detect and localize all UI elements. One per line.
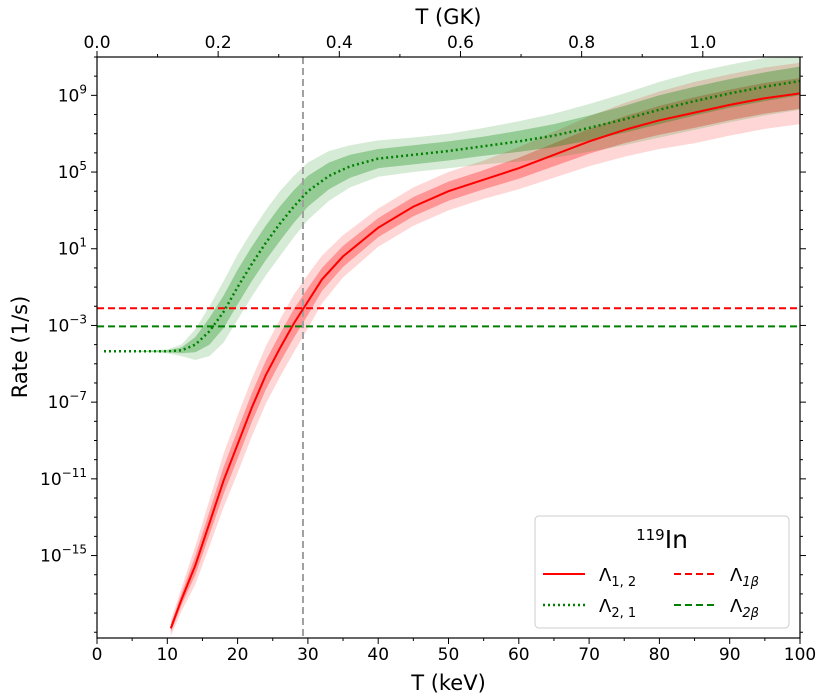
uncertainty-bands [104, 57, 801, 637]
red-outer-band [170, 62, 801, 637]
legend-label-lam1b: Λ1β [730, 565, 759, 590]
x2-tick-label: 0.4 [326, 33, 353, 53]
x-tick-label: 60 [508, 645, 530, 665]
axis-ticks: 0 10 20 30 40 50 60 70 80 90 100 0.0 0.2 0.4 0.6 0.8 1.0… [40, 33, 816, 665]
x-tick-label: 100 [784, 645, 816, 665]
x-tick-label: 80 [649, 645, 671, 665]
y-tick-label: 10−15 [40, 543, 87, 567]
x2-tick-label: 0.0 [83, 33, 110, 53]
x-tick-label: 70 [578, 645, 600, 665]
y-axis-title: Rate (1/s) [8, 296, 32, 399]
y-tick-label: 10−7 [48, 389, 87, 413]
series-lines [104, 79, 801, 629]
y-tick-label: 101 [58, 236, 87, 260]
x-tick-label: 0 [92, 645, 103, 665]
legend-label-lam2b: Λ2β [730, 596, 759, 621]
x-tick-label: 10 [156, 645, 178, 665]
x-axis-title: T (keV) [410, 671, 486, 695]
green-outer-band [104, 57, 800, 360]
x-tick-label: 90 [719, 645, 741, 665]
x-tick-label: 20 [227, 645, 249, 665]
green-dotted-series-line [104, 79, 801, 353]
red-solid-series-line [169, 92, 801, 629]
legend-label-lam12: Λ1, 2 [599, 565, 636, 590]
y-tick-label: 10−3 [48, 312, 87, 336]
x-tick-label: 50 [438, 645, 460, 665]
x-tick-label: 40 [367, 645, 389, 665]
green-inner-band [104, 66, 800, 354]
legend-box [534, 515, 790, 629]
x2-tick-label: 1.0 [689, 33, 716, 53]
y-tick-label: 10−11 [40, 466, 87, 490]
legend-title: 119In [636, 525, 688, 554]
x2-tick-label: 0.2 [205, 33, 232, 53]
legend-label-lam21: Λ2, 1 [599, 596, 636, 621]
x-tick-label: 30 [297, 645, 319, 665]
x2-tick-label: 0.8 [568, 33, 595, 53]
reference-lines [97, 57, 800, 638]
x2-axis-title: T (GK) [415, 5, 482, 29]
x2-tick-label: 0.6 [447, 33, 474, 53]
y-tick-label: 105 [58, 159, 87, 183]
y-tick-label: 109 [58, 82, 87, 106]
